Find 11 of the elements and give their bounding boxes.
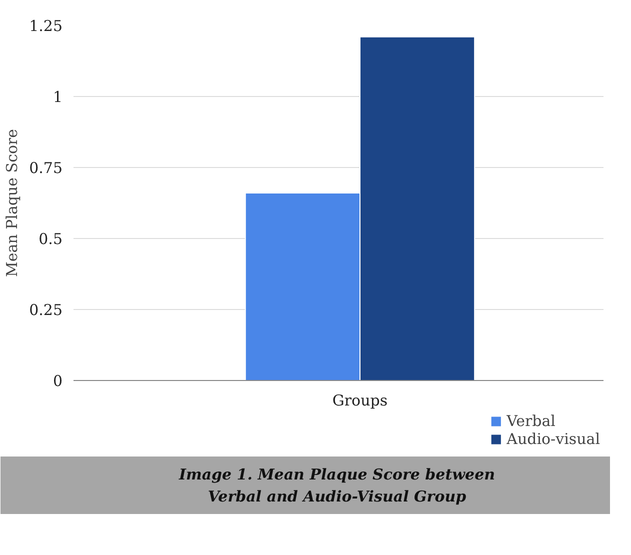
y-tick-label: 1.25 <box>29 17 63 35</box>
y-tick-label: 0.5 <box>38 230 63 248</box>
y-tick-label: 0.75 <box>29 159 63 177</box>
legend-label: Verbal <box>506 412 556 430</box>
y-tick-label: 0 <box>52 372 63 390</box>
y-tick-label: 0.25 <box>29 301 63 319</box>
x-tick-label: Groups <box>332 392 388 410</box>
legend-label: Audio-visual <box>506 430 600 448</box>
y-tick-label: 1 <box>52 88 63 106</box>
y-axis-title: Mean Plaque Score <box>3 128 22 278</box>
text: Image 1. Mean Plaque Score between Verbal and Audio-Visual Group <box>178 465 496 506</box>
